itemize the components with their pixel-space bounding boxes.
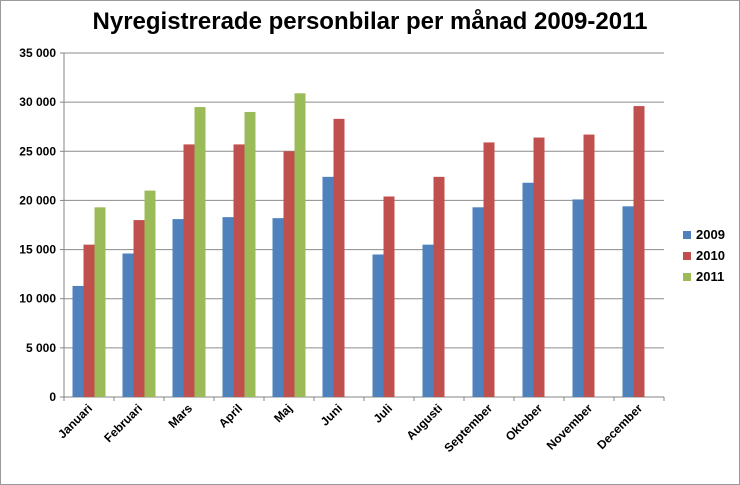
bar-2009-december (622, 206, 634, 397)
bar-2009-januari (72, 285, 84, 397)
y-tick-label: 5 000 (26, 341, 56, 355)
y-tick-label: 30 000 (19, 95, 56, 109)
x-tick-label: Mars (165, 401, 195, 431)
bar-2010-juli (383, 196, 395, 397)
bar-2009-juni (322, 176, 334, 397)
bar-2011-mars (194, 107, 206, 398)
bar-2009-juli (372, 254, 384, 397)
bar-2010-januari (83, 244, 95, 397)
bar-2010-april (233, 144, 245, 397)
bar-2011-januari (94, 207, 106, 397)
y-tick-label: 15 000 (19, 243, 56, 257)
y-tick-label: 35 000 (19, 46, 56, 60)
bar-2009-maj (272, 218, 284, 397)
legend-label-2010: 2010 (696, 248, 725, 263)
legend-label-2011: 2011 (696, 269, 724, 284)
x-tick-label: Januari (55, 401, 95, 441)
bar-2010-augusti (433, 176, 445, 397)
bar-2009-september (472, 207, 484, 397)
bar-2009-mars (172, 219, 184, 397)
legend-swatch-2011 (683, 273, 691, 281)
bar-2009-februari (122, 253, 134, 397)
bar-2009-augusti (422, 244, 434, 397)
x-tick-label: Maj (271, 401, 295, 425)
bar-2010-februari (133, 220, 145, 397)
x-tick-label: November (544, 401, 596, 453)
x-tick-label: Augusti (404, 401, 445, 442)
x-tick-label: September (441, 401, 495, 455)
x-tick-label: April (216, 401, 245, 430)
bar-2009-oktober (522, 182, 534, 397)
bar-2010-september (483, 142, 495, 397)
y-tick-label: 10 000 (19, 292, 56, 306)
bar-2010-juni (333, 118, 345, 397)
legend-label-2009: 2009 (696, 227, 725, 242)
bar-2011-april (244, 111, 256, 397)
x-tick-label: Juni (318, 401, 345, 428)
x-tick-label: Februari (101, 401, 145, 445)
bar-2010-mars (183, 144, 195, 397)
legend-swatch-2010 (683, 252, 691, 260)
bar-2010-november (583, 134, 595, 397)
bar-2010-maj (283, 151, 295, 397)
bar-2010-december (633, 106, 645, 398)
y-tick-label: 25 000 (19, 144, 56, 158)
x-tick-label: Juli (371, 401, 396, 426)
bar-2011-februari (144, 190, 156, 397)
x-tick-label: Oktober (503, 401, 546, 444)
y-tick-label: 0 (49, 390, 56, 404)
chart-title: Nyregistrerade personbilar per månad 200… (92, 8, 648, 35)
bar-2011-maj (294, 93, 306, 397)
y-tick-label: 20 000 (19, 193, 56, 207)
bar-2009-april (222, 217, 234, 397)
x-tick-label: December (594, 401, 645, 452)
bar-2010-oktober (533, 137, 545, 398)
legend-swatch-2009 (683, 231, 691, 239)
bar-2009-november (572, 199, 584, 397)
